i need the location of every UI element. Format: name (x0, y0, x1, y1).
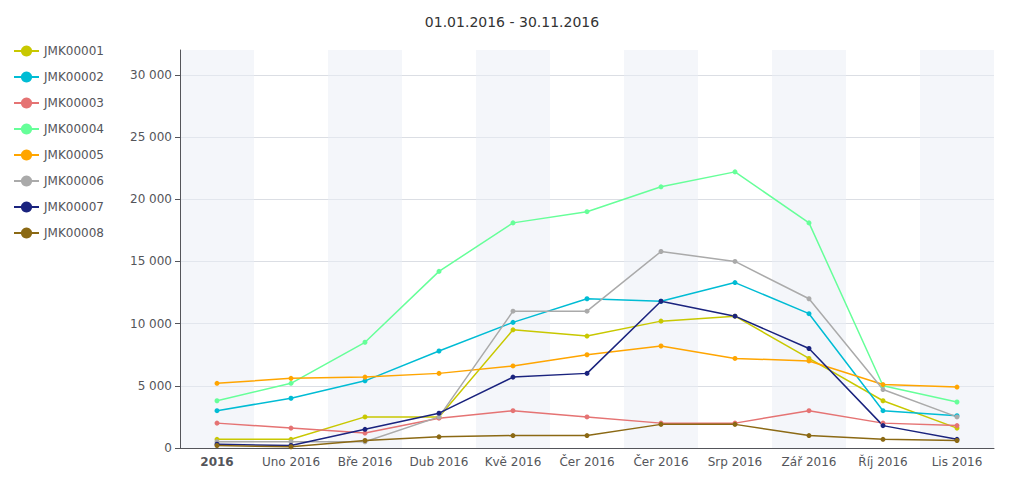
svg-text:Říj 2016: Říj 2016 (858, 454, 907, 469)
svg-text:Bře 2016: Bře 2016 (338, 455, 393, 469)
svg-text:Čer 2016: Čer 2016 (559, 454, 614, 469)
svg-text:0: 0 (164, 441, 172, 455)
svg-text:JMK00005: JMK00005 (43, 148, 104, 162)
svg-text:JMK00008: JMK00008 (43, 226, 104, 240)
svg-text:01.01.2016 - 30.11.2016: 01.01.2016 - 30.11.2016 (425, 14, 599, 30)
svg-text:20 000: 20 000 (130, 192, 172, 206)
svg-text:Čer 2016: Čer 2016 (633, 454, 688, 469)
svg-text:JMK00002: JMK00002 (43, 70, 104, 84)
svg-text:JMK00003: JMK00003 (43, 96, 104, 110)
svg-text:Kvě 2016: Kvě 2016 (485, 455, 542, 469)
svg-text:JMK00006: JMK00006 (43, 174, 104, 188)
svg-text:Srp 2016: Srp 2016 (708, 455, 763, 469)
svg-text:25 000: 25 000 (130, 130, 172, 144)
svg-text:JMK00001: JMK00001 (43, 44, 104, 58)
svg-text:JMK00007: JMK00007 (43, 200, 104, 214)
svg-text:Dub 2016: Dub 2016 (410, 455, 469, 469)
svg-text:JMK00004: JMK00004 (43, 122, 104, 136)
svg-text:5 000: 5 000 (138, 379, 172, 393)
svg-text:Uno 2016: Uno 2016 (262, 455, 320, 469)
svg-text:30 000: 30 000 (130, 68, 172, 82)
svg-text:15 000: 15 000 (130, 254, 172, 268)
svg-text:Zář 2016: Zář 2016 (782, 455, 837, 469)
svg-text:10 000: 10 000 (130, 317, 172, 331)
svg-text:Lis 2016: Lis 2016 (932, 455, 983, 469)
svg-text:2016: 2016 (200, 455, 233, 469)
